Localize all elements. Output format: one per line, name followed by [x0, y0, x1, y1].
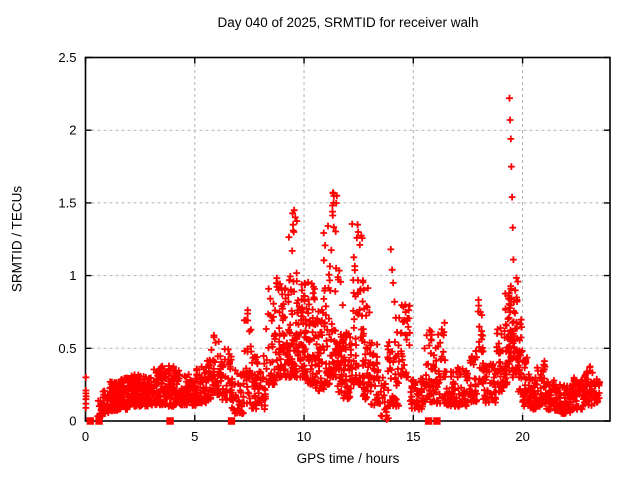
x-tick-label: 15 [406, 429, 420, 444]
x-axis-label: GPS time / hours [296, 451, 400, 466]
x-tick-label: 0 [82, 429, 89, 444]
y-tick-label: 1 [69, 268, 76, 283]
x-tick-label: 20 [515, 429, 529, 444]
chart-title: Day 040 of 2025, SRMTID for receiver wal… [217, 15, 479, 30]
gridlines [85, 57, 610, 421]
y-tick-label: 0 [69, 414, 76, 429]
y-tick-label: 0.5 [58, 341, 76, 356]
x-tick-label: 5 [191, 429, 198, 444]
y-tick-label: 2 [69, 123, 76, 138]
y-tick-label: 2.5 [58, 50, 76, 65]
x-tick-label: 10 [297, 429, 311, 444]
scatter-plus-markers [82, 94, 604, 423]
y-tick-label: 1.5 [58, 195, 76, 210]
plot-border [84, 56, 611, 422]
